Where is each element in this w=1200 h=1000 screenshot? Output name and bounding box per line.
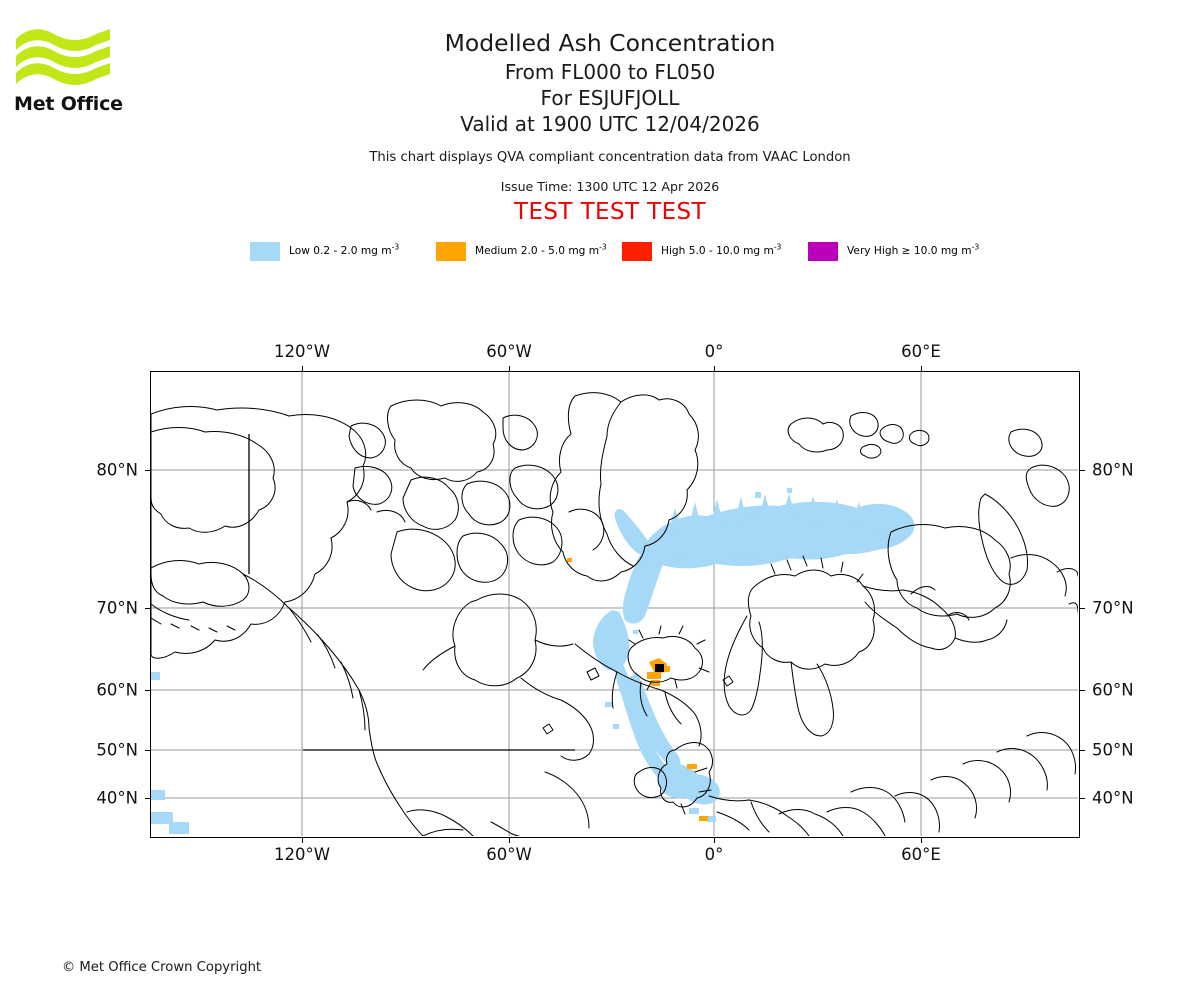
y-axis-label-right: 40°N [1092, 788, 1134, 808]
concentration-legend: Low 0.2 - 2.0 mg m-3 Medium 2.0 - 5.0 mg… [250, 241, 990, 261]
page-title: Modelled Ash Concentration [444, 29, 776, 57]
y-axis-label-right: 50°N [1092, 740, 1134, 760]
qva-note: This chart displays QVA compliant concen… [369, 150, 851, 165]
y-axis-tick [1080, 470, 1085, 472]
ash-concentration-map [150, 371, 1080, 838]
ash-plume-low [151, 488, 915, 834]
y-axis-tick [1080, 608, 1085, 610]
legend-item-low: Low 0.2 - 2.0 mg m-3 [250, 241, 399, 261]
x-axis-label-top: 120°W [273, 342, 331, 361]
volcano-name: For ESJUFJOLL [540, 86, 680, 110]
legend-swatch-medium [436, 241, 466, 261]
x-axis-tick [714, 838, 716, 843]
legend-item-very-high: Very High ≥ 10.0 mg m-3 [808, 241, 979, 261]
y-axis-label-left: 50°N [96, 740, 138, 760]
x-axis-tick [921, 366, 923, 371]
map-political-borders [248, 434, 575, 751]
x-axis-label-bottom: 60°E [901, 845, 941, 864]
legend-swatch-low [250, 241, 280, 261]
x-axis-tick [921, 838, 923, 843]
y-axis-tick [145, 798, 150, 800]
y-axis-label-right: 70°N [1092, 598, 1134, 618]
y-axis-tick [1080, 750, 1085, 752]
y-axis-label-left: 80°N [96, 460, 138, 480]
y-axis-tick [145, 608, 150, 610]
chart-title-block: Modelled Ash Concentration From FL000 to… [300, 28, 920, 226]
map-canvas [151, 372, 1078, 836]
valid-time: Valid at 1900 UTC 12/04/2026 [460, 112, 760, 136]
legend-item-medium: Medium 2.0 - 5.0 mg m-3 [436, 241, 607, 261]
met-office-wordmark: Met Office [14, 93, 123, 115]
x-axis-tick [714, 366, 716, 371]
legend-swatch-very-high [808, 241, 838, 261]
x-axis-label-bottom: 0° [704, 845, 724, 864]
y-axis-tick [145, 750, 150, 752]
met-office-logo: Met Office [14, 25, 214, 120]
y-axis-label-right: 80°N [1092, 460, 1134, 480]
y-axis-tick [145, 690, 150, 692]
x-axis-label-top: 0° [704, 342, 724, 361]
x-axis-label-top: 60°E [901, 342, 941, 361]
y-axis-label-left: 40°N [96, 788, 138, 808]
legend-label-high: High 5.0 - 10.0 mg m-3 [661, 242, 782, 257]
y-axis-tick [1080, 798, 1085, 800]
volcano-source-marker-icon [655, 664, 664, 672]
legend-label-medium: Medium 2.0 - 5.0 mg m-3 [475, 242, 607, 257]
y-axis-tick [145, 470, 150, 472]
flight-level-range: From FL000 to FL050 [504, 60, 716, 84]
issue-time: Issue Time: 1300 UTC 12 Apr 2026 [500, 179, 720, 194]
y-axis-label-left: 60°N [96, 680, 138, 700]
x-axis-label-bottom: 60°W [486, 845, 532, 864]
copyright-notice: © Met Office Crown Copyright [62, 960, 262, 975]
map-gridlines [151, 372, 1078, 836]
x-axis-label-top: 60°W [486, 342, 532, 361]
x-axis-tick [302, 366, 304, 371]
legend-label-very-high: Very High ≥ 10.0 mg m-3 [847, 242, 980, 257]
legend-label-low: Low 0.2 - 2.0 mg m-3 [289, 242, 400, 257]
legend-swatch-high [622, 241, 652, 261]
y-axis-tick [1080, 690, 1085, 692]
met-office-waves-logo-icon [16, 29, 110, 85]
x-axis-tick [509, 838, 511, 843]
x-axis-tick [509, 366, 511, 371]
map-coastlines [151, 392, 1078, 836]
y-axis-label-right: 60°N [1092, 680, 1134, 700]
test-banner: TEST TEST TEST [514, 199, 706, 225]
legend-item-high: High 5.0 - 10.0 mg m-3 [622, 241, 781, 261]
x-axis-tick [302, 838, 304, 843]
x-axis-label-bottom: 120°W [273, 845, 331, 864]
y-axis-label-left: 70°N [96, 598, 138, 618]
